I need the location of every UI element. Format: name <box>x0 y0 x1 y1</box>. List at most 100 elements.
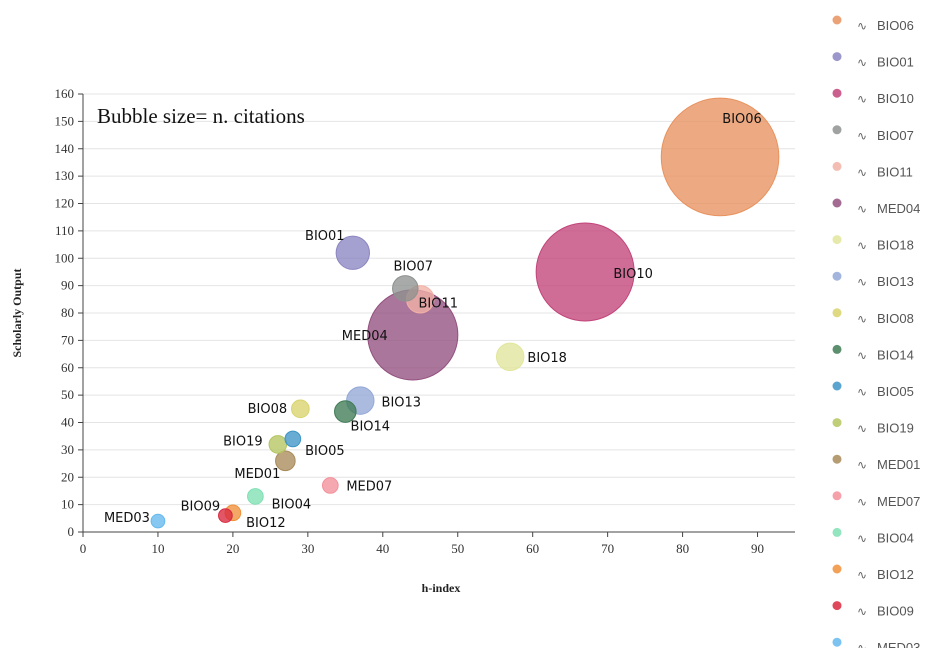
series-glyph-icon: ∿ <box>857 422 867 436</box>
legend-label-bio07: BIO07 <box>877 128 914 143</box>
y-tick-label: 150 <box>55 113 75 128</box>
bubble-label-med04: MED04 <box>342 329 388 344</box>
legend-marker-bio07 <box>832 125 842 135</box>
series-glyph-icon: ∿ <box>857 312 867 326</box>
chart-annotation: Bubble size= n. citations <box>97 104 305 128</box>
bubble-med01 <box>275 450 296 472</box>
bubble-label-bio05: BIO05 <box>305 444 345 459</box>
bubble-bio14 <box>334 400 357 423</box>
y-tick-label: 110 <box>55 223 74 238</box>
bubble-label-bio06: BIO06 <box>722 112 762 127</box>
y-tick-label: 10 <box>61 497 74 512</box>
y-tick-label: 0 <box>68 524 75 539</box>
bubble-bio08 <box>291 399 310 419</box>
y-tick-label: 160 <box>55 86 75 101</box>
x-tick-label: 90 <box>751 541 764 556</box>
legend-label-bio10: BIO10 <box>877 91 914 106</box>
bubble-bio05 <box>284 430 302 448</box>
bubble-bio04 <box>247 488 264 505</box>
legend-label-bio05: BIO05 <box>877 384 914 399</box>
y-axis-title: Scholarly Output <box>10 268 24 357</box>
bubble-label-bio09: BIO09 <box>181 500 221 515</box>
legend-marker-bio09 <box>832 601 842 611</box>
legend-label-bio19: BIO19 <box>877 421 914 436</box>
bubble-med03 <box>150 513 166 529</box>
legend-marker-bio19 <box>832 418 842 428</box>
bubble-label-med03: MED03 <box>104 511 150 526</box>
bubble-label-bio14: BIO14 <box>351 420 391 435</box>
series-glyph-icon: ∿ <box>857 202 867 216</box>
legend-label-bio14: BIO14 <box>877 347 914 362</box>
y-tick-label: 50 <box>61 387 74 402</box>
bubble-bio07 <box>392 275 419 302</box>
legend-label-bio01: BIO01 <box>877 55 914 70</box>
bubble-label-bio13: BIO13 <box>382 396 422 411</box>
bubble-label-bio07: BIO07 <box>394 259 434 274</box>
series-glyph-icon: ∿ <box>857 531 867 545</box>
series-glyph-icon: ∿ <box>857 56 867 70</box>
bubble-label-med07: MED07 <box>346 479 392 494</box>
legend-label-med01: MED01 <box>877 457 920 472</box>
x-tick-label: 60 <box>526 541 539 556</box>
axes <box>78 93 795 537</box>
bubble-bio10 <box>535 222 635 322</box>
bubble-label-med01: MED01 <box>234 467 280 482</box>
y-tick-label: 120 <box>55 196 75 211</box>
legend-marker-bio05 <box>832 381 842 391</box>
bubble-label-bio08: BIO08 <box>248 402 288 417</box>
y-tick-label: 40 <box>61 415 74 430</box>
legend-marker-bio11 <box>832 161 842 171</box>
y-tick-label: 70 <box>61 332 74 347</box>
legend-label-bio08: BIO08 <box>877 311 914 326</box>
legend-marker-bio13 <box>832 271 842 281</box>
bubbles <box>150 97 780 529</box>
bubble-bio09 <box>218 508 233 523</box>
legend-label-bio13: BIO13 <box>877 274 914 289</box>
series-glyph-icon: ∿ <box>857 19 867 33</box>
legend-label-med03: MED03 <box>877 640 920 648</box>
series-glyph-icon: ∿ <box>857 458 867 472</box>
x-tick-label: 80 <box>676 541 689 556</box>
bubble-bio06 <box>660 97 780 217</box>
x-axis-title: h-index <box>422 581 461 595</box>
legend-label-bio06: BIO06 <box>877 18 914 33</box>
legend-marker-med07 <box>832 491 842 501</box>
x-tick-label: 30 <box>301 541 314 556</box>
y-tick-label: 130 <box>55 168 75 183</box>
legend-marker-med04 <box>832 198 842 208</box>
legend: ∿ BIO06 ∿ BIO01 ∿ BIO10 ∿ BIO07 ∿ BIO11 ∿ MED04 ∿ BIO… <box>832 15 920 648</box>
legend-label-bio04: BIO04 <box>877 530 914 545</box>
series-glyph-icon: ∿ <box>857 605 867 619</box>
bubble-label-bio10: BIO10 <box>613 267 653 282</box>
series-glyph-icon: ∿ <box>857 568 867 582</box>
y-tick-label: 140 <box>55 141 75 156</box>
bubble-label-bio18: BIO18 <box>527 351 567 366</box>
series-glyph-icon: ∿ <box>857 348 867 362</box>
legend-marker-bio06 <box>832 15 842 25</box>
x-tick-label: 40 <box>376 541 389 556</box>
bubble-label-bio01: BIO01 <box>305 229 345 244</box>
y-tick-label: 60 <box>61 360 74 375</box>
y-tick-labels: 0 10 20 30 40 50 60 70 80 90 100 110 120 130 140 150 160 <box>55 86 75 539</box>
bubble-label-bio04: BIO04 <box>272 497 312 512</box>
legend-marker-bio18 <box>832 235 842 245</box>
y-tick-label: 100 <box>55 250 75 265</box>
x-tick-label: 0 <box>80 541 87 556</box>
legend-label-bio11: BIO11 <box>877 164 913 179</box>
x-tick-label: 50 <box>451 541 464 556</box>
y-tick-label: 20 <box>61 469 74 484</box>
x-tick-label: 10 <box>151 541 164 556</box>
legend-label-bio09: BIO09 <box>877 604 914 619</box>
series-glyph-icon: ∿ <box>857 239 867 253</box>
series-glyph-icon: ∿ <box>857 641 867 648</box>
legend-marker-bio14 <box>832 344 842 354</box>
bubble-label-bio11: BIO11 <box>418 296 458 311</box>
bubble-bio01 <box>335 235 370 270</box>
y-tick-label: 80 <box>61 305 74 320</box>
bubble-label-bio12: BIO12 <box>246 516 286 531</box>
legend-label-med07: MED07 <box>877 494 920 509</box>
bubble-bio19 <box>268 435 288 454</box>
series-glyph-icon: ∿ <box>857 129 867 143</box>
series-glyph-icon: ∿ <box>857 165 867 179</box>
